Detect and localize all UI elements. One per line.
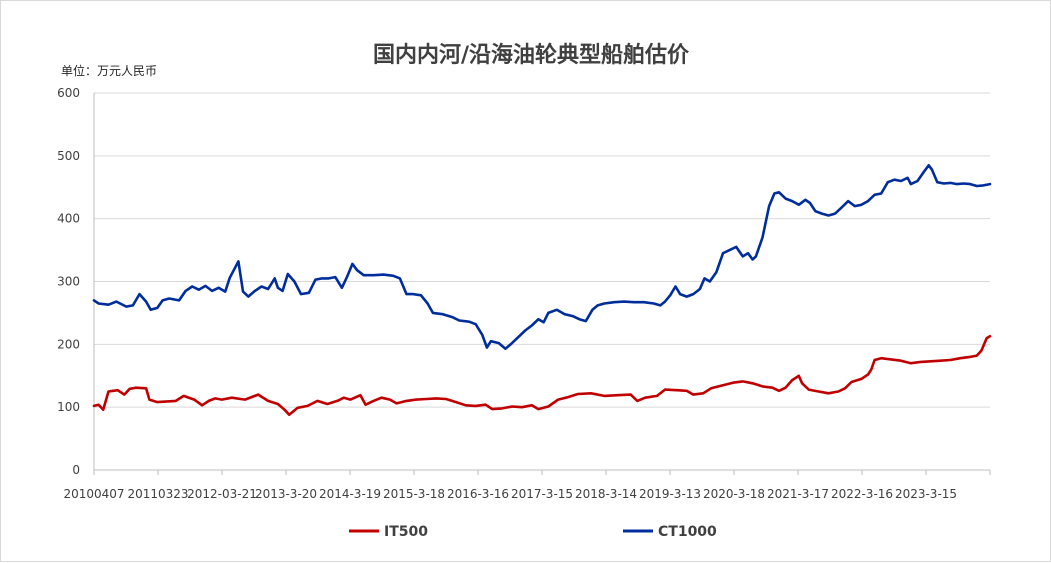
y-tick-label: 0 [72,463,80,477]
y-tick-label: 600 [57,86,80,100]
x-tick-label: 2017-3-15 [511,487,573,501]
series-line-ct1000 [92,164,992,350]
x-tick-label: 2014-3-19 [319,487,381,501]
x-tick-label: 2023-3-15 [895,487,957,501]
y-axis-ticks: 0 100 200 300 400 500 600 [57,86,80,477]
x-tick-label: 2020-3-18 [703,487,765,501]
series-line-it500 [92,334,992,416]
legend-label-ct1000: CT1000 [658,524,717,540]
x-tick-label: 20100407 [63,487,124,501]
x-tick-label: 2015-3-18 [383,487,445,501]
series-lines [92,164,992,416]
x-tick-label: 2019-3-13 [639,487,701,501]
unit-label: 单位：万元人民币 [61,63,157,78]
legend-label-it500: IT500 [384,524,428,540]
x-tick-label: 2018-3-14 [575,487,637,501]
legend: IT500 CT1000 [349,524,717,540]
x-tick-label: 2016-3-16 [447,487,509,501]
x-tick-label: 2013-3-20 [255,487,317,501]
y-tick-label: 100 [57,400,80,414]
y-tick-label: 200 [57,337,80,351]
chart-title: 国内内河/沿海油轮典型船舶估价 [373,42,690,68]
x-tick-label: 2012-03-21 [187,487,257,501]
gridlines [93,92,990,470]
y-tick-label: 300 [57,275,80,289]
x-tick-label: 20110323 [127,487,188,501]
y-tick-label: 500 [57,149,80,163]
x-tick-label: 2022-3-16 [831,487,893,501]
y-tick-label: 400 [57,212,80,226]
x-tick-label: 2021-3-17 [767,487,829,501]
